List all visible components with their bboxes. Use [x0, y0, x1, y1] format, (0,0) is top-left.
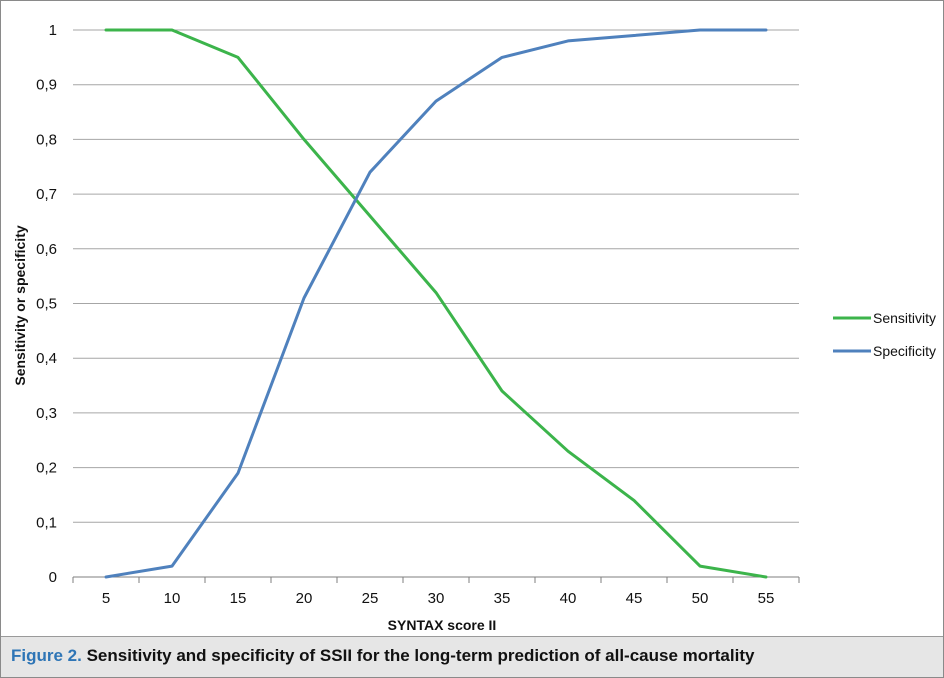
x-tick-label: 25 — [362, 590, 379, 607]
x-tick-label: 20 — [296, 590, 313, 607]
x-axis-title: SYNTAX score II — [388, 617, 497, 633]
y-tick-label: 0,7 — [36, 186, 57, 203]
series-line-sensitivity — [104, 28, 768, 579]
data-series — [104, 28, 768, 579]
y-axis-title: Sensitivity or specificity — [12, 225, 28, 385]
legend-label-sensitivity: Sensitivity — [873, 310, 936, 326]
y-tick-label: 0,5 — [36, 296, 57, 313]
caption-label: Figure 2. — [11, 646, 82, 665]
figure-caption: Figure 2. Sensitivity and specificity of… — [1, 636, 943, 677]
x-tick-label: 40 — [560, 590, 577, 607]
y-tick-label: 0,9 — [36, 77, 57, 94]
gridlines — [73, 29, 799, 523]
y-tick-label: 0,4 — [36, 350, 57, 367]
x-tick-label: 30 — [428, 590, 445, 607]
x-tick-label: 50 — [692, 590, 709, 607]
line-chart: 00,10,20,30,40,50,60,70,80,915 10 15 20 25 30… — [12, 22, 936, 633]
legend-label-specificity: Specificity — [873, 343, 936, 359]
y-tick-label: 0 — [49, 569, 57, 586]
x-tick-label: 35 — [494, 590, 511, 607]
x-tick-label: 15 — [230, 590, 247, 607]
y-tick-label: 0,3 — [36, 405, 57, 422]
y-tick-label: 0,6 — [36, 241, 57, 258]
x-tick-label: 45 — [626, 590, 643, 607]
x-tick-label: 5 — [102, 590, 110, 607]
axes: 00,10,20,30,40,50,60,70,80,915 10 15 20 25 30… — [36, 22, 800, 607]
x-tick-label: 55 — [758, 590, 775, 607]
caption-text: Sensitivity and specificity of SSII for … — [81, 646, 755, 665]
y-tick-label: 0,1 — [36, 514, 57, 531]
series-line-specificity — [104, 28, 768, 579]
y-tick-label: 0,8 — [36, 131, 57, 148]
y-tick-label: 1 — [49, 22, 57, 39]
legend: Sensitivity Specificity — [833, 310, 936, 359]
x-tick-label: 10 — [164, 590, 181, 607]
y-tick-label: 0,2 — [36, 460, 57, 477]
